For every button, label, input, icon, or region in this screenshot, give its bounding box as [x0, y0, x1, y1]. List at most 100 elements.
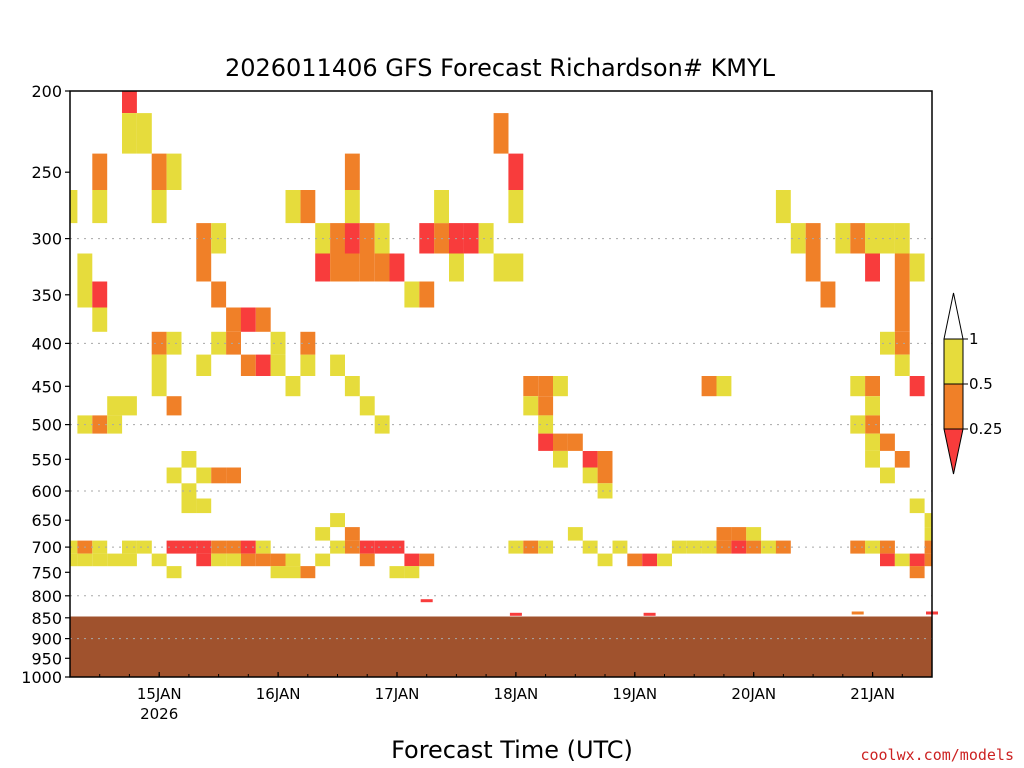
ri-cell — [181, 540, 197, 554]
ri-cell — [255, 553, 271, 567]
y-tick-label: 400 — [31, 334, 62, 353]
ri-cell — [107, 415, 123, 434]
ri-cell — [107, 396, 123, 416]
ri-cell — [166, 566, 182, 579]
ri-cell — [181, 483, 197, 499]
ri-cell — [657, 553, 672, 567]
ri-cell — [122, 113, 137, 154]
ri-cell — [285, 376, 301, 397]
legend-label: 0.5 — [969, 375, 993, 393]
ri-cell — [255, 307, 271, 332]
ri-cell — [240, 540, 256, 554]
ri-cell — [211, 467, 227, 484]
plot-frame — [69, 90, 933, 678]
ri-cell — [642, 553, 658, 567]
ri-cell — [508, 540, 524, 554]
legend-arrow-top — [943, 292, 964, 340]
ri-cell — [731, 540, 747, 554]
ri-cell — [151, 376, 167, 397]
ri-cell — [567, 527, 583, 541]
chart-title: 2026011406 GFS Forecast Richardson# KMYL — [225, 54, 776, 82]
ri-cell — [419, 223, 435, 254]
ri-cell — [880, 331, 895, 355]
ri-cell — [553, 433, 568, 451]
ri-cell — [255, 354, 271, 376]
ri-cell — [538, 376, 554, 397]
x-axis-label: Forecast Time (UTC) — [391, 736, 633, 764]
y-tick-label: 200 — [31, 82, 62, 101]
ri-cell — [330, 253, 345, 282]
ri-cell — [508, 253, 524, 282]
ri-cell — [775, 540, 791, 554]
ri-cell — [597, 483, 613, 499]
ri-cell — [894, 307, 910, 332]
x-tick-label: 16JAN — [256, 685, 301, 703]
ri-cell — [344, 153, 360, 190]
ri-cell — [553, 376, 568, 397]
ri-cell — [374, 253, 390, 282]
ri-cell — [894, 281, 910, 308]
x-tick-label: 20JAN — [731, 685, 776, 703]
ri-cell — [70, 540, 78, 554]
ri-cell — [523, 540, 539, 554]
ri-cell — [285, 190, 301, 224]
ri-cell — [285, 566, 301, 579]
x-tick-sublabel: 2026 — [140, 705, 178, 723]
ri-cell — [226, 540, 241, 554]
legend-swatch — [943, 383, 964, 430]
x-tick-label: 18JAN — [494, 685, 539, 703]
legend-arrow-bottom — [943, 428, 964, 475]
ri-cell — [196, 354, 212, 376]
ri-cell — [850, 223, 866, 254]
ri-cell — [865, 223, 880, 254]
ri-cell — [92, 153, 108, 190]
ri-cell — [389, 566, 405, 579]
ri-cell — [538, 396, 554, 416]
ri-cell — [151, 153, 167, 190]
ri-cell — [924, 553, 932, 567]
ri-cell — [196, 467, 212, 484]
ri-cell — [181, 451, 197, 468]
ri-cell — [359, 396, 375, 416]
ri-cell — [894, 451, 910, 468]
ri-cell — [107, 553, 123, 567]
legend-label: 0.25 — [969, 420, 1002, 438]
ri-cell — [894, 223, 910, 254]
ri-cell — [166, 153, 182, 190]
y-tick-label: 850 — [31, 609, 62, 628]
y-tick-label: 600 — [31, 482, 62, 501]
credit-text: coolwx.com/models — [860, 746, 1014, 764]
ri-cell — [122, 540, 137, 554]
ri-cell — [701, 376, 717, 397]
ri-cell — [166, 540, 182, 554]
ri-cell — [894, 553, 910, 567]
ri-cell — [716, 376, 732, 397]
ri-cell — [582, 467, 598, 484]
ri-cell — [850, 415, 866, 434]
y-tick-label: 1000 — [21, 668, 62, 687]
ri-cell — [270, 331, 286, 355]
ri-cell — [805, 253, 821, 282]
ri-cell — [924, 513, 932, 528]
surface-mark — [643, 612, 656, 616]
ri-cell — [880, 223, 895, 254]
color-legend: 1 0.5 0.25 — [943, 292, 1002, 475]
ri-cell — [463, 223, 479, 254]
ri-cell — [909, 253, 925, 282]
ri-cell — [196, 498, 212, 514]
ri-cell — [211, 553, 227, 567]
ri-cell — [761, 540, 776, 554]
ri-cell — [136, 540, 152, 554]
ri-cell — [404, 281, 420, 308]
ri-cell — [315, 553, 331, 567]
legend-label: 1 — [969, 330, 979, 348]
y-tick-label: 650 — [31, 511, 62, 530]
ri-cell — [909, 566, 925, 579]
ri-cell — [523, 376, 539, 397]
ri-cell — [880, 553, 895, 567]
ri-cell — [359, 253, 375, 282]
ri-cell — [612, 540, 628, 554]
ri-cell — [300, 190, 316, 224]
x-tick-label: 21JAN — [850, 685, 895, 703]
y-tick-label: 550 — [31, 450, 62, 469]
